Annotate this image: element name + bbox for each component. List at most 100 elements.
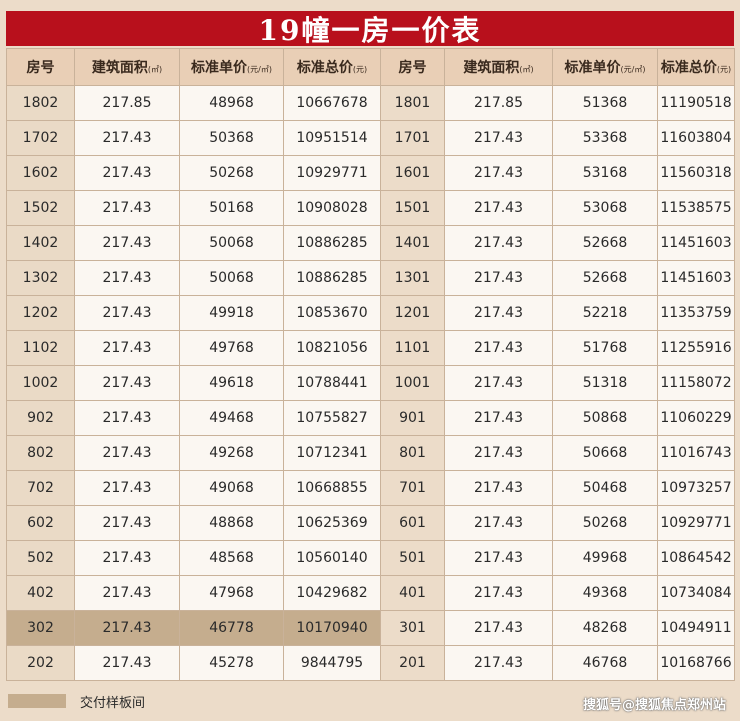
- area-cell-right: 217.43: [444, 295, 553, 331]
- unit-price-cell-left: 49068: [179, 470, 284, 506]
- area-cell-right: 217.85: [444, 85, 553, 121]
- total-price-cell-left: 10853670: [283, 295, 381, 331]
- total-price-cell-right: 11255916: [657, 330, 735, 366]
- unit-price-cell-left: 50068: [179, 260, 284, 296]
- room-cell-left: 1102: [6, 330, 75, 366]
- area-cell-left: 217.43: [74, 260, 180, 296]
- area-cell-left: 217.43: [74, 610, 180, 646]
- title-banner: 19幢一房一价表: [6, 11, 734, 47]
- total-price-cell-left: 10625369: [283, 505, 381, 541]
- unit-price-cell-left: 49618: [179, 365, 284, 401]
- table-row: 1002 217.43 49618 10788441 1001 217.43 51318 11…: [6, 365, 735, 401]
- area-cell-right: 217.43: [444, 400, 553, 436]
- area-cell-right: 217.43: [444, 470, 553, 506]
- room-cell-left: 902: [6, 400, 75, 436]
- unit-price-cell-right: 51768: [552, 330, 658, 366]
- area-cell-left: 217.43: [74, 400, 180, 436]
- total-price-cell-right: 10168766: [657, 645, 735, 681]
- area-cell-left: 217.43: [74, 470, 180, 506]
- area-cell-right: 217.43: [444, 120, 553, 156]
- table-row: 702 217.43 49068 10668855 701 217.43 50468 1097…: [6, 470, 735, 506]
- unit-price-cell-right: 49368: [552, 575, 658, 611]
- area-cell-left: 217.43: [74, 330, 180, 366]
- area-cell-right: 217.43: [444, 505, 553, 541]
- unit-price-cell-right: 52218: [552, 295, 658, 331]
- table-row: 502 217.43 48568 10560140 501 217.43 49968 1086…: [6, 540, 735, 576]
- table-row: 302 217.43 46778 10170940 301 217.43 48268 1049…: [6, 610, 735, 646]
- unit-price-cell-right: 53368: [552, 120, 658, 156]
- unit-price-cell-right: 50468: [552, 470, 658, 506]
- page-title: 19幢一房一价表: [258, 13, 482, 47]
- unit-price-cell-right: 53068: [552, 190, 658, 226]
- room-cell-right: 601: [380, 505, 445, 541]
- room-cell-left: 602: [6, 505, 75, 541]
- room-cell-left: 1502: [6, 190, 75, 226]
- unit-price-cell-right: 49968: [552, 540, 658, 576]
- area-cell-left: 217.85: [74, 85, 180, 121]
- room-cell-left: 402: [6, 575, 75, 611]
- total-price-cell-right: 10929771: [657, 505, 735, 541]
- room-cell-right: 1801: [380, 85, 445, 121]
- table-row: 1502 217.43 50168 10908028 1501 217.43 53068 11…: [6, 190, 735, 226]
- area-cell-left: 217.43: [74, 645, 180, 681]
- header-unit-price-right: 标准单价(元/㎡): [552, 48, 658, 86]
- area-cell-left: 217.43: [74, 435, 180, 471]
- room-cell-left: 202: [6, 645, 75, 681]
- table-row: 202 217.43 45278 9844795 201 217.43 46768 10168…: [6, 645, 735, 681]
- total-price-cell-left: 10821056: [283, 330, 381, 366]
- room-cell-left: 1302: [6, 260, 75, 296]
- unit-price-cell-right: 53168: [552, 155, 658, 191]
- area-cell-left: 217.43: [74, 540, 180, 576]
- total-price-cell-left: 10429682: [283, 575, 381, 611]
- table-row: 1602 217.43 50268 10929771 1601 217.43 53168 11…: [6, 155, 735, 191]
- room-cell-right: 1601: [380, 155, 445, 191]
- unit-price-cell-right: 50268: [552, 505, 658, 541]
- area-cell-left: 217.43: [74, 575, 180, 611]
- unit-price-cell-right: 48268: [552, 610, 658, 646]
- header-room-right: 房号: [380, 48, 445, 86]
- room-cell-right: 301: [380, 610, 445, 646]
- unit-price-cell-left: 50368: [179, 120, 284, 156]
- total-price-cell-right: 10734084: [657, 575, 735, 611]
- room-cell-right: 501: [380, 540, 445, 576]
- room-cell-right: 201: [380, 645, 445, 681]
- header-area-right: 建筑面积(㎡): [444, 48, 553, 86]
- header-unit-price-left: 标准单价(元/㎡): [179, 48, 284, 86]
- total-price-cell-left: 10712341: [283, 435, 381, 471]
- table-row: 1202 217.43 49918 10853670 1201 217.43 52218 11…: [6, 295, 735, 331]
- total-price-cell-right: 11016743: [657, 435, 735, 471]
- total-price-cell-right: 11190518: [657, 85, 735, 121]
- area-cell-left: 217.43: [74, 505, 180, 541]
- area-cell-right: 217.43: [444, 260, 553, 296]
- total-price-cell-left: 10951514: [283, 120, 381, 156]
- room-cell-right: 1101: [380, 330, 445, 366]
- unit-price-cell-left: 48568: [179, 540, 284, 576]
- unit-price-cell-left: 49918: [179, 295, 284, 331]
- area-cell-right: 217.43: [444, 645, 553, 681]
- legend-swatch: [8, 694, 66, 708]
- unit-price-cell-left: 50268: [179, 155, 284, 191]
- unit-price-cell-right: 52668: [552, 260, 658, 296]
- total-price-cell-right: 11603804: [657, 120, 735, 156]
- room-cell-right: 801: [380, 435, 445, 471]
- total-price-cell-right: 11158072: [657, 365, 735, 401]
- unit-price-cell-left: 45278: [179, 645, 284, 681]
- unit-price-cell-left: 46778: [179, 610, 284, 646]
- header-area-left: 建筑面积(㎡): [74, 48, 180, 86]
- total-price-cell-left: 10668855: [283, 470, 381, 506]
- table-row: 1302 217.43 50068 10886285 1301 217.43 52668 11…: [6, 260, 735, 296]
- room-cell-left: 1802: [6, 85, 75, 121]
- total-price-cell-right: 11560318: [657, 155, 735, 191]
- total-price-cell-left: 9844795: [283, 645, 381, 681]
- room-cell-left: 802: [6, 435, 75, 471]
- room-cell-right: 1001: [380, 365, 445, 401]
- total-price-cell-left: 10667678: [283, 85, 381, 121]
- total-price-cell-right: 10864542: [657, 540, 735, 576]
- total-price-cell-left: 10755827: [283, 400, 381, 436]
- room-cell-right: 701: [380, 470, 445, 506]
- table-row: 902 217.43 49468 10755827 901 217.43 50868 1106…: [6, 400, 735, 436]
- room-cell-right: 1201: [380, 295, 445, 331]
- room-cell-left: 1402: [6, 225, 75, 261]
- unit-price-cell-left: 48968: [179, 85, 284, 121]
- table-body: 1802 217.85 48968 10667678 1801 217.85 51368 11…: [6, 85, 735, 681]
